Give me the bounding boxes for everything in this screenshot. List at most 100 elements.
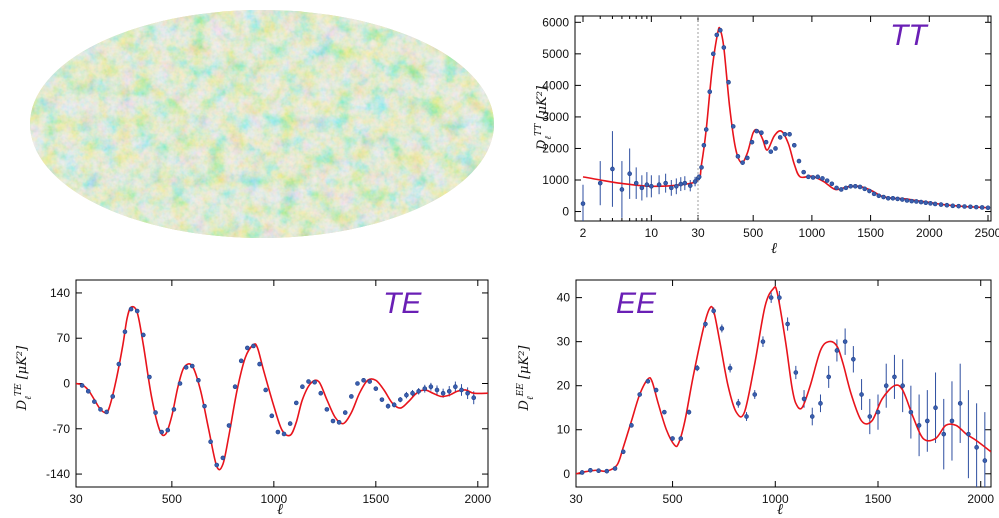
tt-data-point: [848, 184, 853, 189]
te-data-point: [434, 387, 440, 393]
te-data-point: [446, 388, 452, 394]
ee-spectrum-label: EE: [616, 287, 657, 320]
te-data-point: [275, 429, 281, 435]
tt-data-point: [806, 174, 811, 180]
tt-x-tick-label: 10: [645, 226, 659, 240]
ee-y-tick-label: 10: [557, 423, 571, 437]
ee-data-point: [818, 401, 823, 406]
ee-data-point: [859, 392, 864, 397]
ee-data-point: [949, 418, 955, 424]
ee-data-point: [653, 387, 659, 393]
tt-data-point: [619, 187, 625, 192]
tt-data-point: [597, 180, 603, 186]
te-series-group: [76, 305, 488, 471]
ee-data-point: [596, 468, 601, 474]
te-data-point: [202, 403, 207, 409]
ee-data-point: [629, 423, 634, 428]
tt-x-tick-label: 1500: [857, 226, 884, 240]
te-data-point: [165, 427, 171, 433]
te-data-point: [159, 429, 164, 435]
tt-data-point: [890, 195, 896, 201]
tt-x-tick-label: 2: [580, 226, 587, 240]
te-data-point: [92, 399, 97, 404]
ee-data-point: [760, 339, 766, 344]
ee-y-tick-label: 40: [557, 291, 571, 305]
tt-data-point: [862, 186, 868, 192]
tt-data-point: [820, 176, 825, 181]
te-data-point: [379, 397, 385, 402]
te-data-point: [453, 384, 458, 390]
tt-data-point: [714, 32, 720, 38]
ee-data-point: [768, 295, 774, 300]
ee-spectrum-chart: 0 10 20 30 40 30 500 1000 1500 2000 EE DℓEE [μK²]…: [516, 279, 994, 518]
te-data-point: [251, 343, 256, 349]
te-data-point: [416, 388, 421, 394]
ee-data-point: [752, 392, 758, 397]
ee-data-point: [974, 445, 979, 450]
tt-data-point: [885, 195, 891, 201]
tt-x-tick-label: 2000: [916, 226, 943, 240]
tt-data-point: [759, 130, 764, 135]
tt-data-point: [773, 146, 778, 151]
te-data-point: [183, 365, 189, 370]
tt-data-point: [904, 198, 910, 203]
te-data-point: [281, 431, 287, 437]
tt-x-tick-label: 1000: [799, 226, 826, 240]
tt-data-point: [710, 51, 716, 57]
tt-data-point: [834, 185, 839, 191]
tt-data-point: [914, 199, 919, 204]
te-spectrum-label: TE: [383, 287, 422, 320]
tt-y-tick-label: 6000: [542, 15, 569, 29]
tt-data-point: [730, 124, 736, 129]
ee-data-point: [842, 339, 848, 344]
tt-data-point: [968, 204, 973, 210]
tt-spectrum-chart: 0 1000 2000 3000 4000 5000 6000 2 10 30 500 1000 150…: [534, 15, 999, 257]
tt-data-point: [656, 182, 662, 188]
te-plot-area: 140 70 0 -70 -140 30 500 1000 1500 2000: [46, 279, 491, 506]
ee-data-point: [892, 374, 897, 380]
tt-plot-area: 0 1000 2000 3000 4000 5000 6000 2 10 30 500 1000 150…: [542, 15, 999, 240]
te-data-point: [269, 413, 275, 419]
tt-series-group: [580, 26, 991, 221]
tt-data-point: [843, 185, 849, 191]
ee-data-point: [957, 401, 963, 406]
te-data-point: [153, 410, 158, 415]
tt-x-tick-label: 30: [691, 226, 705, 240]
te-data-point: [245, 345, 250, 351]
te-data-point: [122, 329, 128, 335]
ee-data-point: [579, 470, 585, 475]
tt-data-point: [979, 205, 985, 210]
te-y-tick-label: 0: [63, 377, 70, 391]
ee-data-point: [916, 423, 922, 428]
ee-data-point: [941, 431, 947, 437]
tt-data-point: [726, 79, 731, 85]
tt-data-point: [735, 154, 741, 159]
tt-x-tick-label: 500: [743, 226, 763, 240]
te-data-point: [428, 384, 434, 390]
tt-data-point: [973, 204, 979, 210]
te-x-tick-label: 30: [69, 492, 83, 506]
te-data-point: [238, 358, 244, 364]
tt-data-point: [938, 202, 944, 207]
te-x-axis-label: ℓ: [277, 500, 283, 518]
tt-x-axis-label: ℓ: [771, 239, 777, 257]
tt-data-point: [768, 149, 774, 154]
te-data-point: [324, 407, 330, 412]
ee-plot-frame: [575, 279, 992, 488]
te-data-point: [171, 407, 177, 412]
ee-data-point: [777, 295, 782, 300]
te-model-curve: [76, 305, 488, 471]
te-x-tick-label: 500: [162, 492, 182, 506]
te-data-point: [293, 400, 299, 406]
tt-data-point: [950, 203, 956, 209]
tt-data-point: [669, 185, 674, 191]
ee-data-point: [694, 365, 700, 371]
te-data-point: [85, 388, 91, 394]
tt-data-point: [639, 185, 645, 191]
te-data-point: [189, 363, 195, 369]
te-data-point: [208, 439, 213, 445]
ee-series-group: [576, 286, 991, 487]
tt-data-point: [857, 184, 863, 190]
tt-y-tick-label: 3000: [542, 110, 569, 124]
tt-plot-frame: [574, 15, 992, 222]
